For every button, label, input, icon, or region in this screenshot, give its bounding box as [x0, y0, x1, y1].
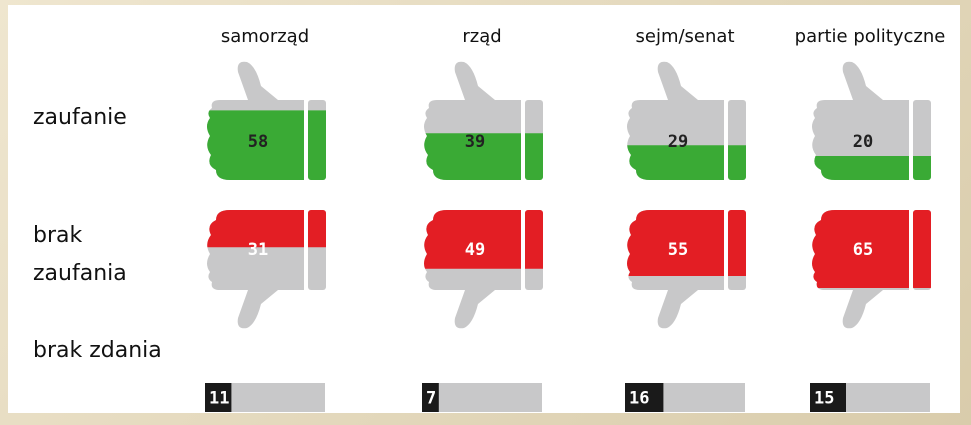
thumb-fill	[207, 110, 326, 180]
value-label: 65	[853, 240, 873, 260]
row-label: brak zaufania	[33, 223, 127, 286]
thumb-shape	[627, 210, 746, 276]
value-label: 31	[248, 240, 268, 260]
thumb-shape	[812, 210, 931, 288]
value-label: 20	[853, 132, 873, 152]
column-header: rząd	[462, 26, 501, 47]
value-label: 16	[629, 389, 649, 409]
value-label: 58	[248, 132, 268, 152]
bar-base	[422, 383, 542, 412]
row-label: brak zdania	[33, 338, 162, 363]
thumb-shape	[207, 110, 326, 180]
bar	[205, 383, 232, 412]
bar	[625, 383, 664, 412]
thumb-fill	[812, 210, 931, 288]
column-header: partie polityczne	[795, 26, 946, 47]
row-label: zaufanie	[33, 105, 127, 130]
value-label: 29	[668, 132, 688, 152]
column-header: samorząd	[221, 26, 309, 47]
thumb-fill	[627, 210, 746, 276]
value-label: 11	[209, 389, 229, 409]
value-label: 15	[814, 389, 834, 409]
column-header: sejm/senat	[636, 26, 735, 47]
bar	[810, 383, 846, 412]
value-label: 39	[465, 132, 485, 152]
panel: zaufanie brak zaufania brak zdania	[8, 5, 960, 413]
value-label: 49	[465, 240, 485, 260]
value-label: 7	[426, 389, 436, 409]
value-label: 55	[668, 240, 688, 260]
bar	[422, 383, 439, 412]
